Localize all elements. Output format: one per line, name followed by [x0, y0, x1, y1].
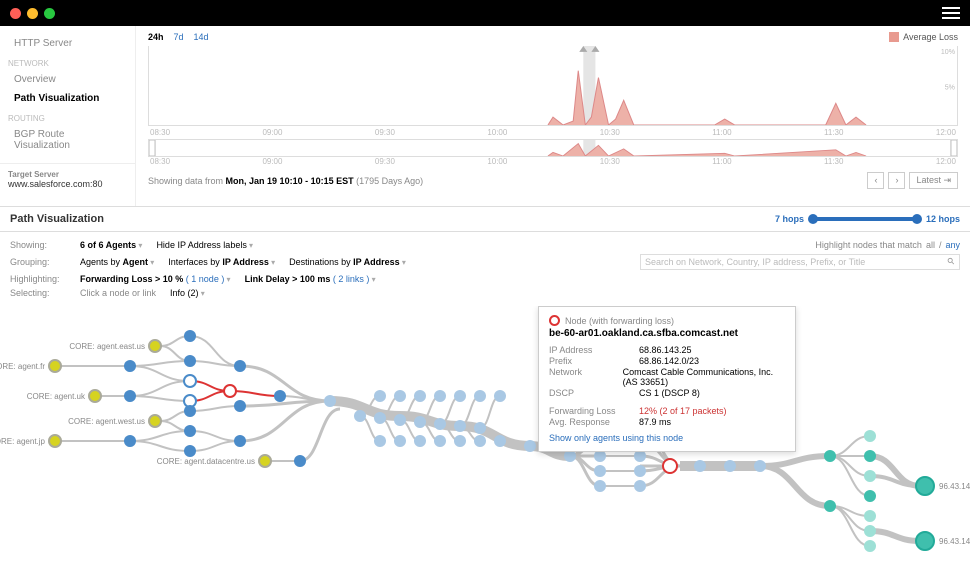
sidebar-item-overview[interactable]: Overview	[0, 70, 135, 89]
range-7d[interactable]: 7d	[174, 32, 184, 42]
overview-chart[interactable]	[148, 139, 958, 157]
select-label: Selecting:	[10, 288, 66, 298]
sidebar-header-routing: ROUTING	[0, 108, 135, 125]
target-server: Target Server www.salesforce.com:80	[0, 163, 135, 195]
sidebar-header-network: NETWORK	[0, 53, 135, 70]
latest-button[interactable]: Latest ⇥	[909, 172, 958, 189]
hl-fwd[interactable]: Forwarding Loss > 10 % ( 1 node )	[80, 274, 231, 284]
close-dot[interactable]	[10, 8, 21, 19]
sidebar-item-pathvis[interactable]: Path Visualization	[0, 89, 135, 108]
node-err-icon	[549, 315, 560, 326]
svg-text:CORE: agent.east.us: CORE: agent.east.us	[69, 342, 145, 351]
svg-text:5%: 5%	[945, 85, 955, 92]
range-24h[interactable]: 24h	[148, 32, 164, 42]
legend-swatch	[889, 32, 899, 42]
group-interfaces[interactable]: Interfaces by IP Address	[168, 257, 275, 267]
pathvis-header: Path Visualization 7 hops 12 hops	[0, 206, 970, 232]
search-input[interactable]: Search on Network, Country, IP address, …	[640, 254, 960, 270]
svg-text:CORE: agent.datacentre.us: CORE: agent.datacentre.us	[157, 457, 255, 466]
svg-text:CORE: agent.uk: CORE: agent.uk	[27, 392, 86, 401]
loss-chart[interactable]: 10% 5%	[148, 46, 958, 126]
hide-labels-dropdown[interactable]: Hide IP Address labels	[156, 240, 253, 250]
timerange-select: 24h 7d 14d Average Loss	[148, 32, 958, 42]
node-tooltip: Node (with forwarding loss) be-60-ar01.o…	[538, 306, 796, 452]
info-dropdown[interactable]: Info (2)	[170, 288, 205, 298]
sidebar-item-bgp[interactable]: BGP Route Visualization	[0, 125, 135, 155]
svg-text:10%: 10%	[941, 49, 955, 56]
hl-delay[interactable]: Link Delay > 100 ms ( 2 links )	[245, 274, 376, 284]
min-dot[interactable]	[27, 8, 38, 19]
svg-text:CORE: agent.jp: CORE: agent.jp	[0, 437, 46, 446]
grouping-label: Grouping:	[10, 257, 66, 267]
pathvis-controls: Showing: 6 of 6 Agents Hide IP Address l…	[0, 232, 970, 306]
metric-chart-area: 24h 7d 14d Average Loss 10% 5% 08:3009:0…	[135, 26, 970, 206]
prev-button[interactable]: ‹	[867, 172, 884, 189]
target-value: www.salesforce.com:80	[8, 179, 127, 189]
target-label: Target Server	[8, 170, 127, 179]
svg-text:CORE: agent.fr: CORE: agent.fr	[0, 362, 45, 371]
next-button[interactable]: ›	[888, 172, 905, 189]
overview-axis: 08:3009:0009:3010:0010:3011:0011:3012:00	[148, 157, 958, 166]
agents-dropdown[interactable]: 6 of 6 Agents	[80, 240, 142, 250]
showing-label: Showing:	[10, 240, 66, 250]
svg-text:CORE: agent.west.us: CORE: agent.west.us	[68, 417, 145, 426]
menu-icon[interactable]	[942, 7, 960, 19]
group-agents[interactable]: Agents by Agent	[80, 257, 154, 267]
topology-diagram[interactable]: CORE: agent.east.us CORE: agent.fr CORE: a…	[0, 306, 970, 576]
tooltip-link[interactable]: Show only agents using this node	[549, 433, 785, 443]
highlight-label: Highlighting:	[10, 274, 66, 284]
group-dest[interactable]: Destinations by IP Address	[289, 257, 406, 267]
tooltip-node-name: be-60-ar01.oakland.ca.sfba.comcast.net	[549, 328, 785, 339]
max-dot[interactable]	[44, 8, 55, 19]
time-info: Showing data from Mon, Jan 19 10:10 - 10…	[148, 172, 958, 189]
sidebar: HTTP Server NETWORK Overview Path Visual…	[0, 26, 135, 206]
svg-text:96.43.148.26: 96.43.148.26	[939, 537, 970, 546]
chart-axis: 08:3009:0009:3010:0010:3011:0011:3012:00	[148, 128, 958, 137]
traffic-lights	[10, 8, 55, 19]
legend-label: Average Loss	[903, 32, 958, 42]
hops-slider[interactable]: 7 hops 12 hops	[775, 214, 960, 224]
pathvis-title: Path Visualization	[10, 213, 104, 225]
chart-legend: Average Loss	[889, 32, 958, 42]
sidebar-item-http[interactable]: HTTP Server	[0, 34, 135, 53]
select-hint: Click a node or link	[80, 288, 156, 298]
window-titlebar	[0, 0, 970, 26]
range-14d[interactable]: 14d	[194, 32, 209, 42]
svg-text:96.43.144.26: 96.43.144.26	[939, 482, 970, 491]
